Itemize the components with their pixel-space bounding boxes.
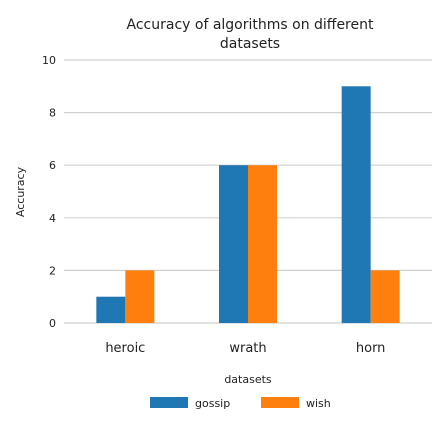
x-axis-label: datasets [224,373,272,386]
y-tick-labels: 0 2 4 6 8 10 [42,54,56,330]
chart-title-line2: datasets [220,36,280,52]
bar-gossip-wrath [219,165,248,323]
legend: gossip wish [150,397,331,410]
bar-wish-wrath [248,165,277,323]
y-tick-label: 8 [49,107,56,120]
legend-swatch-wish [261,397,299,408]
y-axis-label: Accuracy [14,166,27,217]
x-tick-label: heroic [105,341,145,356]
bars [96,86,400,323]
y-tick-label: 6 [49,159,56,172]
y-tick-label: 4 [49,212,56,225]
chart-title-line1: Accuracy of algorithms on different [127,17,374,33]
y-tick-label: 2 [49,264,56,277]
x-tick-label: wrath [229,341,266,356]
y-tick-label: 0 [49,317,56,330]
bar-wish-horn [370,270,400,323]
legend-label-wish: wish [306,397,331,410]
legend-swatch-gossip [150,397,188,408]
bar-gossip-heroic [96,296,126,323]
x-tick-labels: heroic wrath horn [105,341,385,356]
bar-wish-heroic [125,270,155,323]
y-tick-label: 10 [42,54,56,67]
x-tick-label: horn [356,341,386,356]
bar-gossip-horn [341,86,371,323]
legend-label-gossip: gossip [195,397,230,410]
